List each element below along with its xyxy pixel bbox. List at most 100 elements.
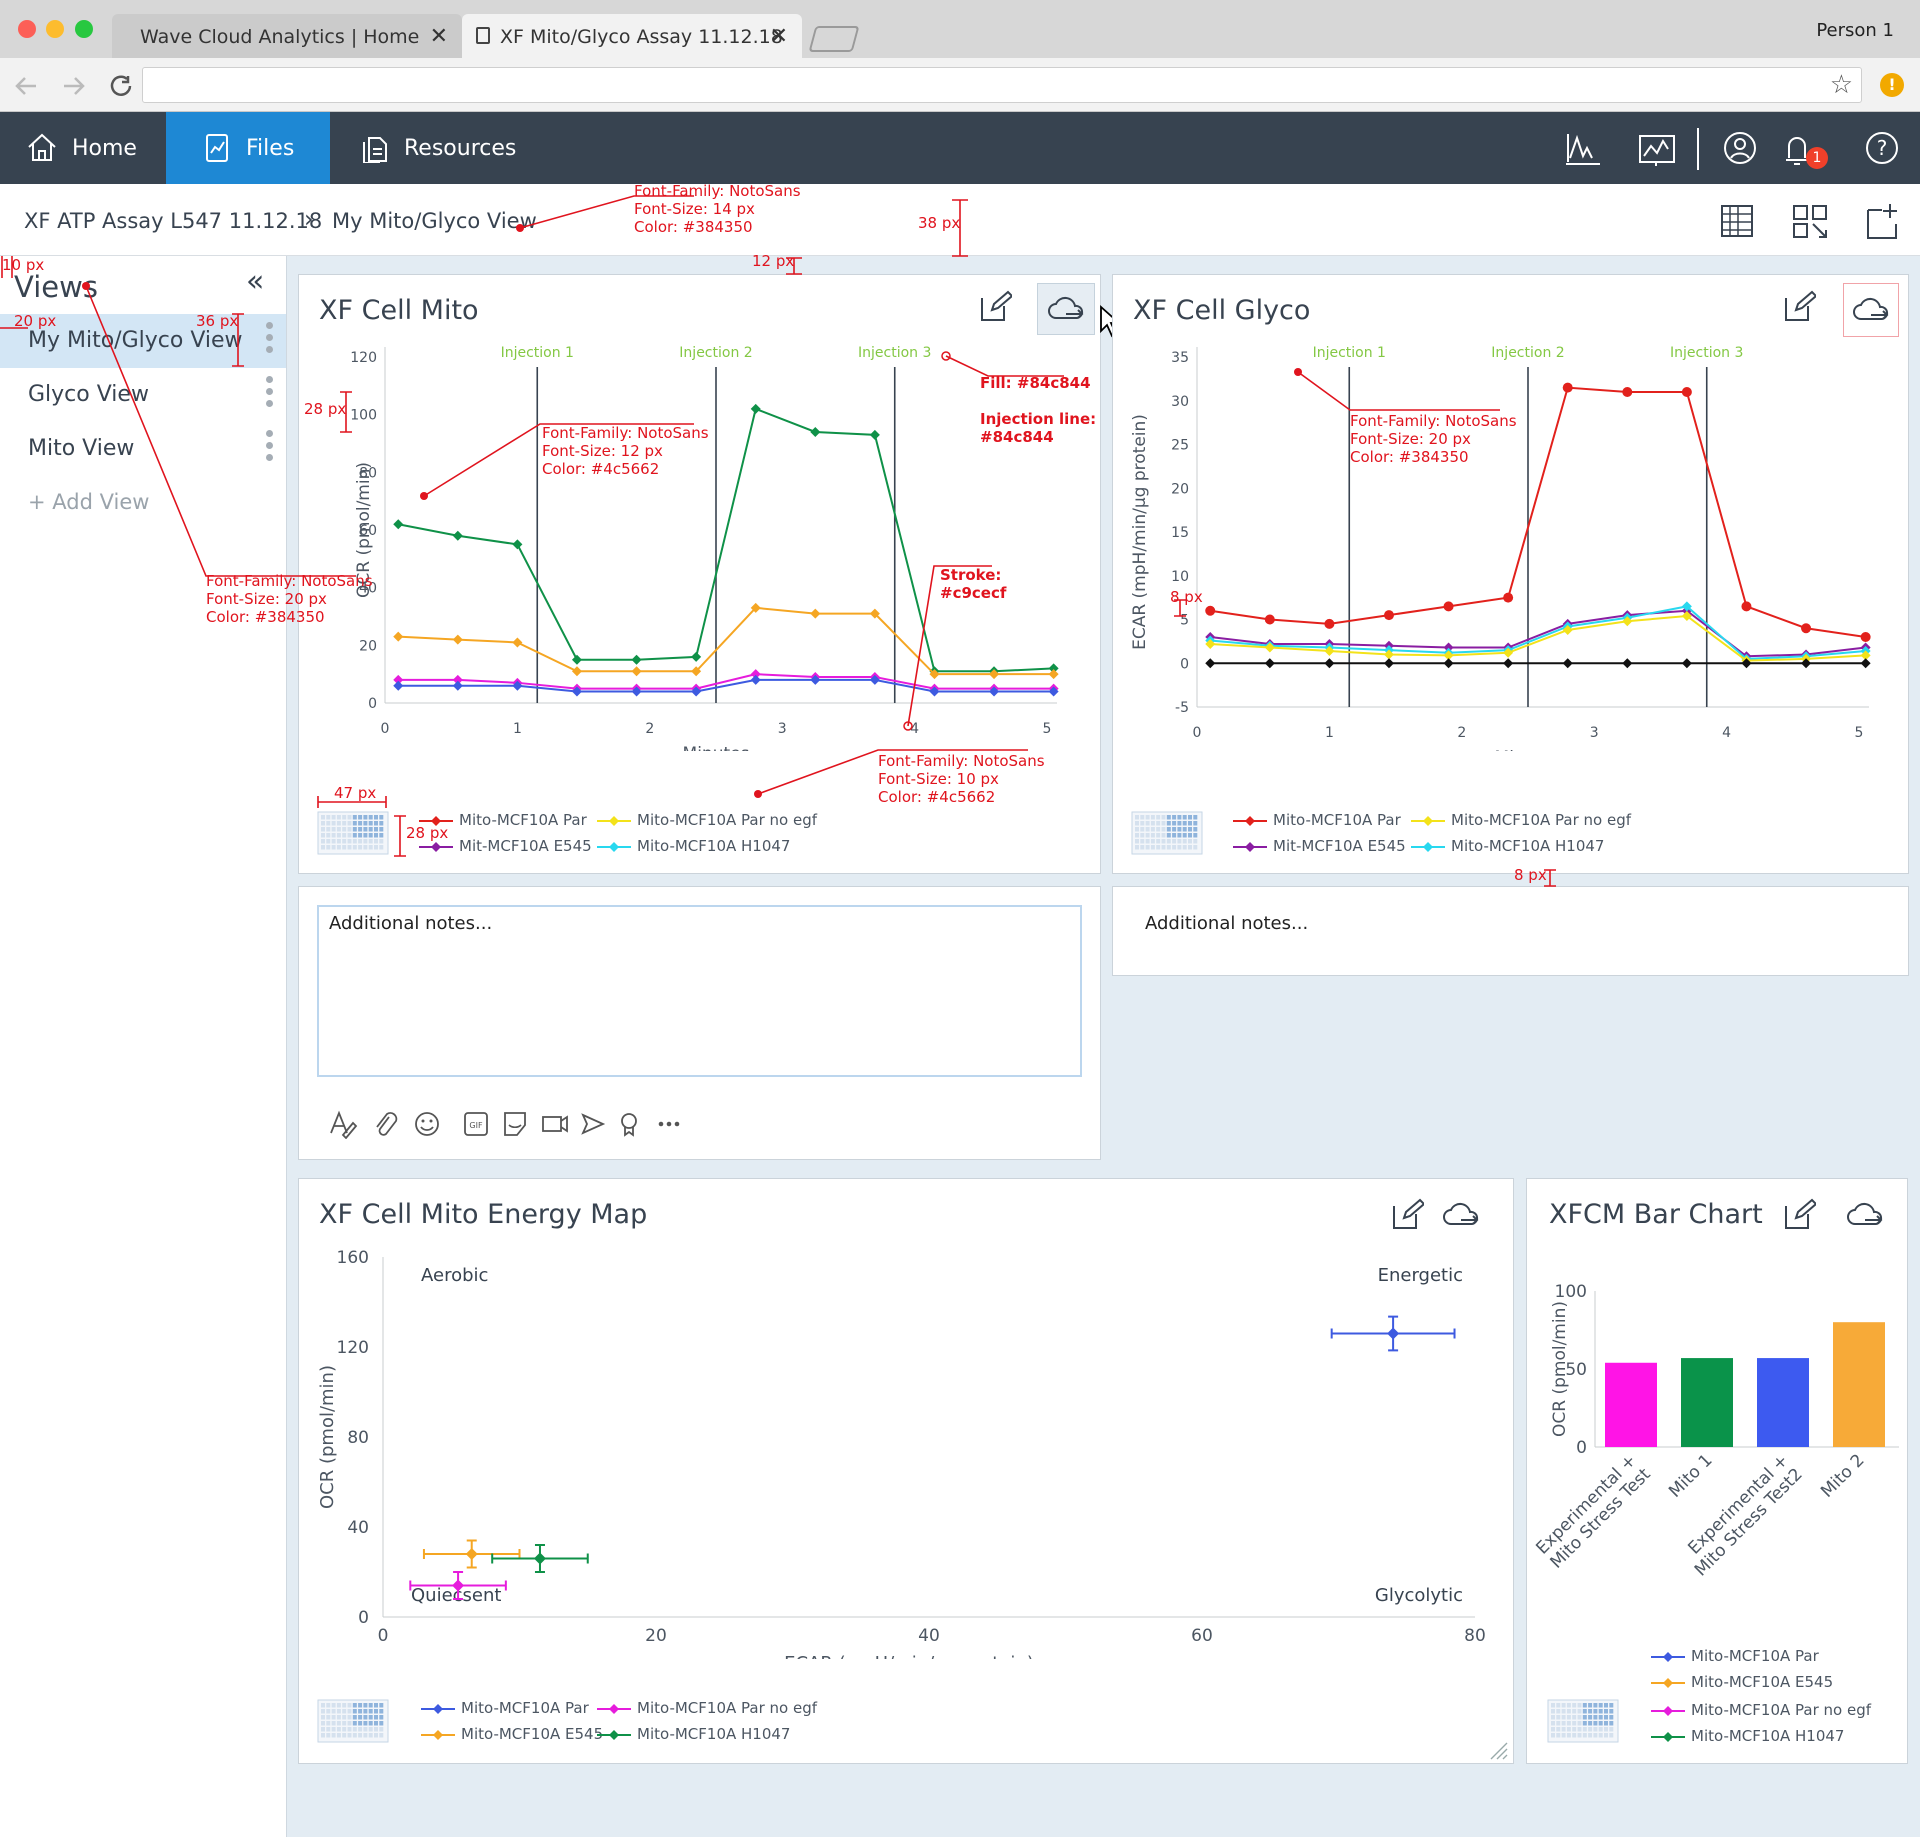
annotation-px: 12 px bbox=[752, 252, 795, 270]
legend-item[interactable]: Mito-MCF10A H1047 bbox=[597, 1725, 790, 1743]
send-icon[interactable] bbox=[581, 1113, 606, 1135]
export-cloud-button[interactable] bbox=[1439, 1193, 1483, 1237]
new-tab-button[interactable] bbox=[808, 26, 860, 52]
plate-well bbox=[379, 1715, 384, 1720]
plate-well bbox=[336, 839, 341, 844]
help-icon[interactable]: ? bbox=[1866, 132, 1898, 164]
notes-textarea[interactable]: Additional notes... bbox=[317, 905, 1082, 1077]
add-view-link[interactable]: + Add View bbox=[28, 490, 150, 514]
x-tick-label: 4 bbox=[1722, 725, 1731, 741]
gif-icon[interactable]: GIF bbox=[464, 1112, 488, 1136]
nav-files[interactable]: Files bbox=[166, 112, 330, 184]
analysis-icon[interactable] bbox=[1639, 135, 1675, 166]
plate-well bbox=[358, 833, 363, 838]
format-icon[interactable] bbox=[330, 1110, 358, 1139]
legend-item[interactable]: Mito-MCF10A H1047 bbox=[1651, 1727, 1844, 1745]
legend-label: Mit-MCF10A E545 bbox=[1273, 837, 1406, 855]
sticker-icon[interactable] bbox=[504, 1112, 526, 1136]
browser-tab-home[interactable]: Wave Cloud Analytics | Home ✕ bbox=[112, 14, 462, 58]
close-window-button[interactable] bbox=[18, 20, 36, 38]
meeting-icon[interactable] bbox=[542, 1115, 568, 1133]
view-item-mito[interactable]: Mito View bbox=[0, 422, 286, 476]
edit-button[interactable] bbox=[1777, 1193, 1821, 1237]
view-item-glyco[interactable]: Glyco View bbox=[0, 368, 286, 422]
legend-item[interactable]: Mito-MCF10A Par bbox=[1233, 811, 1401, 829]
data-point bbox=[1801, 623, 1812, 634]
add-panel-icon[interactable] bbox=[1867, 204, 1897, 239]
annotation-glyco: Font-Family: NotoSans Font-Size: 20 px Col… bbox=[1350, 412, 1517, 466]
legend-item[interactable]: Mito-MCF10A H1047 bbox=[1411, 837, 1604, 855]
plate-map-icon[interactable] bbox=[317, 811, 389, 855]
nav-resources[interactable]: Resources bbox=[360, 112, 540, 184]
plate-map-icon[interactable] bbox=[1547, 1699, 1619, 1743]
plate-well bbox=[363, 1715, 368, 1720]
plate-well bbox=[1604, 1721, 1608, 1726]
breadcrumb-parent[interactable]: XF ATP Assay L547 11.12.18 bbox=[24, 209, 323, 233]
x-tick-label: Mito 1 bbox=[1665, 1450, 1716, 1501]
table-view-icon[interactable] bbox=[1721, 205, 1753, 237]
plate-well bbox=[1188, 827, 1192, 832]
legend-item[interactable]: Mito-MCF10A Par bbox=[421, 1699, 589, 1717]
more-options-icon[interactable] bbox=[266, 376, 273, 412]
forward-icon[interactable] bbox=[64, 77, 85, 95]
profile-name[interactable]: Person 1 bbox=[1816, 20, 1894, 41]
legend-item[interactable]: Mit-MCF10A E545 bbox=[419, 837, 592, 855]
praise-icon[interactable] bbox=[621, 1113, 637, 1137]
more-icon[interactable] bbox=[658, 1121, 680, 1127]
nav-home[interactable]: Home bbox=[0, 112, 166, 184]
legend-item[interactable]: Mito-MCF10A Par no egf bbox=[597, 1699, 817, 1717]
plate-map-icon[interactable] bbox=[1131, 811, 1203, 855]
tab-close-icon[interactable]: ✕ bbox=[769, 24, 788, 49]
export-cloud-button[interactable] bbox=[1037, 283, 1095, 335]
plate-well bbox=[336, 827, 341, 832]
url-input[interactable]: ☆ bbox=[142, 67, 1862, 103]
legend-item[interactable]: Mito-MCF10A Par no egf bbox=[1651, 1701, 1871, 1719]
browser-tab-assay[interactable]: XF Mito/Glyco Assay 11.12.18 ✕ bbox=[462, 14, 802, 58]
legend-item[interactable]: Mito-MCF10A Par no egf bbox=[597, 811, 817, 829]
legend-item[interactable]: Mito-MCF10A Par no egf bbox=[1411, 811, 1631, 829]
injection-label: Injection 2 bbox=[1491, 345, 1564, 361]
notes-card-right[interactable]: Additional notes... bbox=[1112, 886, 1909, 976]
y-tick-label: 80 bbox=[347, 1428, 369, 1448]
collapse-sidebar-icon[interactable]: « bbox=[246, 264, 265, 299]
notification-count: 1 bbox=[1812, 150, 1822, 166]
legend-item[interactable]: Mito-MCF10A H1047 bbox=[597, 837, 790, 855]
warning-icon[interactable]: ! bbox=[1880, 73, 1904, 97]
reload-icon[interactable] bbox=[110, 75, 132, 96]
emoji-icon[interactable] bbox=[415, 1112, 439, 1136]
export-cloud-button[interactable] bbox=[1843, 283, 1899, 337]
edit-button[interactable] bbox=[1385, 1193, 1429, 1237]
more-options-icon[interactable] bbox=[266, 322, 273, 358]
resize-handle-icon[interactable] bbox=[1489, 1741, 1509, 1761]
legend-item[interactable]: Mito-MCF10A Par bbox=[1651, 1647, 1819, 1665]
plate-well bbox=[331, 1733, 336, 1738]
legend-item[interactable]: Mito-MCF10A E545 bbox=[1651, 1673, 1833, 1691]
legend-item[interactable]: Mit-MCF10A E545 bbox=[1233, 837, 1406, 855]
legend-item[interactable]: Mito-MCF10A Par bbox=[419, 811, 587, 829]
layout-icon[interactable] bbox=[1793, 205, 1827, 238]
bookmark-star-icon[interactable]: ☆ bbox=[1829, 70, 1853, 100]
maximize-window-button[interactable] bbox=[75, 20, 93, 38]
back-icon[interactable] bbox=[15, 77, 36, 95]
y-tick-label: -5 bbox=[1175, 700, 1189, 716]
user-icon[interactable] bbox=[1724, 132, 1756, 164]
plate-well bbox=[1135, 839, 1139, 844]
plate-well bbox=[368, 1727, 373, 1732]
legend-item[interactable]: Mito-MCF10A E545 bbox=[421, 1725, 603, 1743]
bar bbox=[1605, 1362, 1657, 1447]
chart-line-icon[interactable] bbox=[1566, 134, 1600, 165]
more-options-icon[interactable] bbox=[266, 430, 273, 466]
tab-close-icon[interactable]: ✕ bbox=[429, 24, 448, 49]
minimize-window-button[interactable] bbox=[46, 20, 64, 38]
edit-button[interactable] bbox=[1777, 285, 1821, 329]
edit-button[interactable] bbox=[973, 285, 1017, 329]
attach-icon[interactable] bbox=[376, 1112, 398, 1136]
data-point bbox=[869, 608, 880, 619]
export-cloud-button[interactable] bbox=[1843, 1193, 1887, 1237]
tab-strip: Wave Cloud Analytics | Home ✕ XF Mito/Gl… bbox=[0, 0, 1920, 58]
data-point bbox=[1324, 618, 1335, 629]
plate-map-icon[interactable] bbox=[317, 1699, 389, 1743]
bell-icon[interactable] bbox=[1786, 137, 1808, 165]
x-axis-title: Minutes bbox=[1495, 748, 1562, 751]
